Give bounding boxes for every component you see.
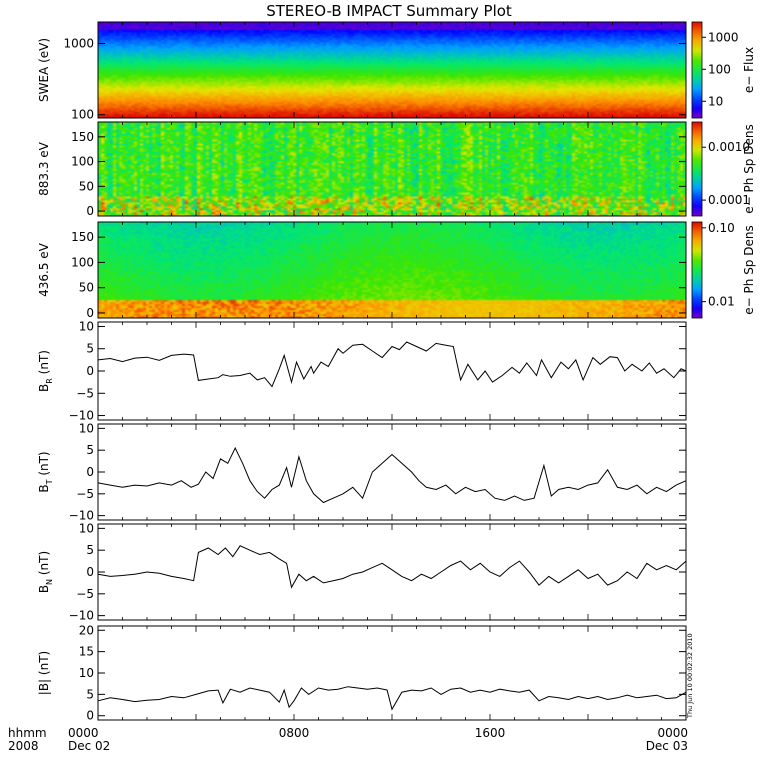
y-tick-label: 0: [86, 465, 94, 479]
panel-bn: −10 −5 0 5 10 BN (nT): [37, 521, 687, 623]
y-axis-label: 883.3 eV: [37, 141, 51, 196]
colorbar-tick-label: 10: [708, 94, 723, 108]
series-line-bt: [97, 446, 687, 504]
y-tick-label: −10: [69, 509, 94, 523]
spectrogram-pad883: [98, 122, 686, 216]
panel-frame: [97, 625, 687, 721]
series-line-br: [97, 341, 687, 388]
y-tick-label: 100: [71, 155, 94, 169]
y-tick-label: 1000: [63, 36, 94, 50]
y-axis-label: |B| (nT): [37, 651, 51, 695]
y-tick-label: 20: [79, 623, 94, 637]
colorbar-pad883: [691, 121, 703, 217]
y-tick-label: 10: [79, 421, 94, 435]
y-tick-label: 150: [71, 130, 94, 144]
y-tick-label: 50: [79, 179, 94, 193]
y-tick-label: 50: [79, 281, 94, 295]
y-tick-label: 10: [79, 666, 94, 680]
y-axis-label: BN (nT): [37, 551, 54, 593]
y-tick-label: 5: [86, 443, 94, 457]
y-axis-label: 436.5 eV: [37, 242, 51, 297]
y-tick-label: 150: [71, 230, 94, 244]
y-tick-label: −5: [76, 386, 94, 400]
y-tick-label: 0: [86, 204, 94, 218]
y-label-base: B: [37, 484, 51, 492]
panel-frame: [97, 321, 687, 421]
y-tick-label: 5: [86, 342, 94, 356]
y-label-subscript: R: [45, 378, 54, 384]
y-label-base: B: [37, 384, 51, 392]
y-axis-label: SWEA (eV): [37, 38, 51, 102]
y-tick-label: −5: [76, 487, 94, 501]
y-tick-label: 10: [79, 319, 94, 333]
colorbar-tick-label: 100: [708, 62, 731, 76]
colorbar-tick-label: 1000: [708, 30, 739, 44]
spectrogram-pad436: [98, 222, 686, 318]
time-tick-label: 0000: [657, 726, 688, 740]
colorbar-label: e− Ph Sp Dens: [742, 124, 756, 213]
y-label-subscript: N: [45, 579, 54, 585]
panel-br: −10 −5 0 5 10 BR (nT): [37, 319, 687, 423]
time-tick-label: 0000: [68, 726, 99, 740]
time-tick-sublabel: Dec 02: [68, 739, 110, 753]
panel-pad436: 0.01 0.10 e− Ph Sp Dens 0 50 100 150 436.5 eV: [37, 221, 756, 320]
plot-title: STEREO-B IMPACT Summary Plot: [266, 2, 512, 20]
y-label-unit: (nT): [37, 651, 51, 679]
series-line-bmag: [97, 686, 687, 711]
time-tick-label: 0800: [279, 726, 310, 740]
y-tick-label: −5: [76, 587, 94, 601]
y-label-unit: (nT): [37, 350, 51, 378]
panel-frame: [97, 523, 687, 621]
y-tick-label: 5: [86, 687, 94, 701]
colorbar-label: e− Ph Sp Dens: [742, 225, 756, 314]
y-label-subscript: T: [45, 479, 54, 485]
panel-bt: −10 −5 0 5 10 BT (nT): [37, 421, 687, 523]
time-tick-label: 1600: [475, 726, 506, 740]
y-tick-label: 5: [86, 543, 94, 557]
y-label-base: B: [37, 585, 51, 593]
y-label-unit: (nT): [37, 451, 51, 479]
y-tick-label: 0: [86, 565, 94, 579]
y-label-unit: (nT): [37, 551, 51, 579]
panel-frame: [97, 423, 687, 521]
time-axis-year: 2008: [8, 739, 39, 753]
time-tick-sublabel: Dec 03: [646, 739, 688, 753]
colorbar-pad436: [691, 221, 703, 319]
y-tick-label: 15: [79, 645, 94, 659]
y-axis-label: BR (nT): [37, 350, 54, 392]
y-tick-label: 100: [71, 255, 94, 269]
panel-bmag: 0 5 10 15 20 |B| (nT): [37, 623, 687, 723]
colorbar-tick-label: 0.01: [708, 295, 735, 309]
colorbar-tick-label: 0.10: [708, 221, 735, 235]
colorbar-swea: [691, 21, 703, 119]
y-tick-label: 0: [86, 709, 94, 723]
colorbar-tick-label: 0.0001: [708, 193, 750, 207]
series-line-bn: [97, 545, 687, 589]
colorbar-tick-label: 0.0010: [708, 140, 750, 154]
y-tick-label: 0: [86, 306, 94, 320]
time-axis-prefix: hhmm: [8, 726, 47, 740]
colorbar-label: e− Flux: [742, 47, 756, 93]
y-tick-label: 10: [79, 521, 94, 535]
timestamp-label: Thu Jun 10 00:02:32 2010: [686, 633, 694, 719]
y-label-base: |B|: [37, 679, 51, 695]
y-tick-label: −10: [69, 609, 94, 623]
y-tick-label: 100: [71, 108, 94, 122]
spectrogram-swea: [98, 22, 686, 118]
y-axis-label: BT (nT): [37, 451, 54, 492]
y-tick-label: −10: [69, 409, 94, 423]
y-tick-label: 0: [86, 364, 94, 378]
